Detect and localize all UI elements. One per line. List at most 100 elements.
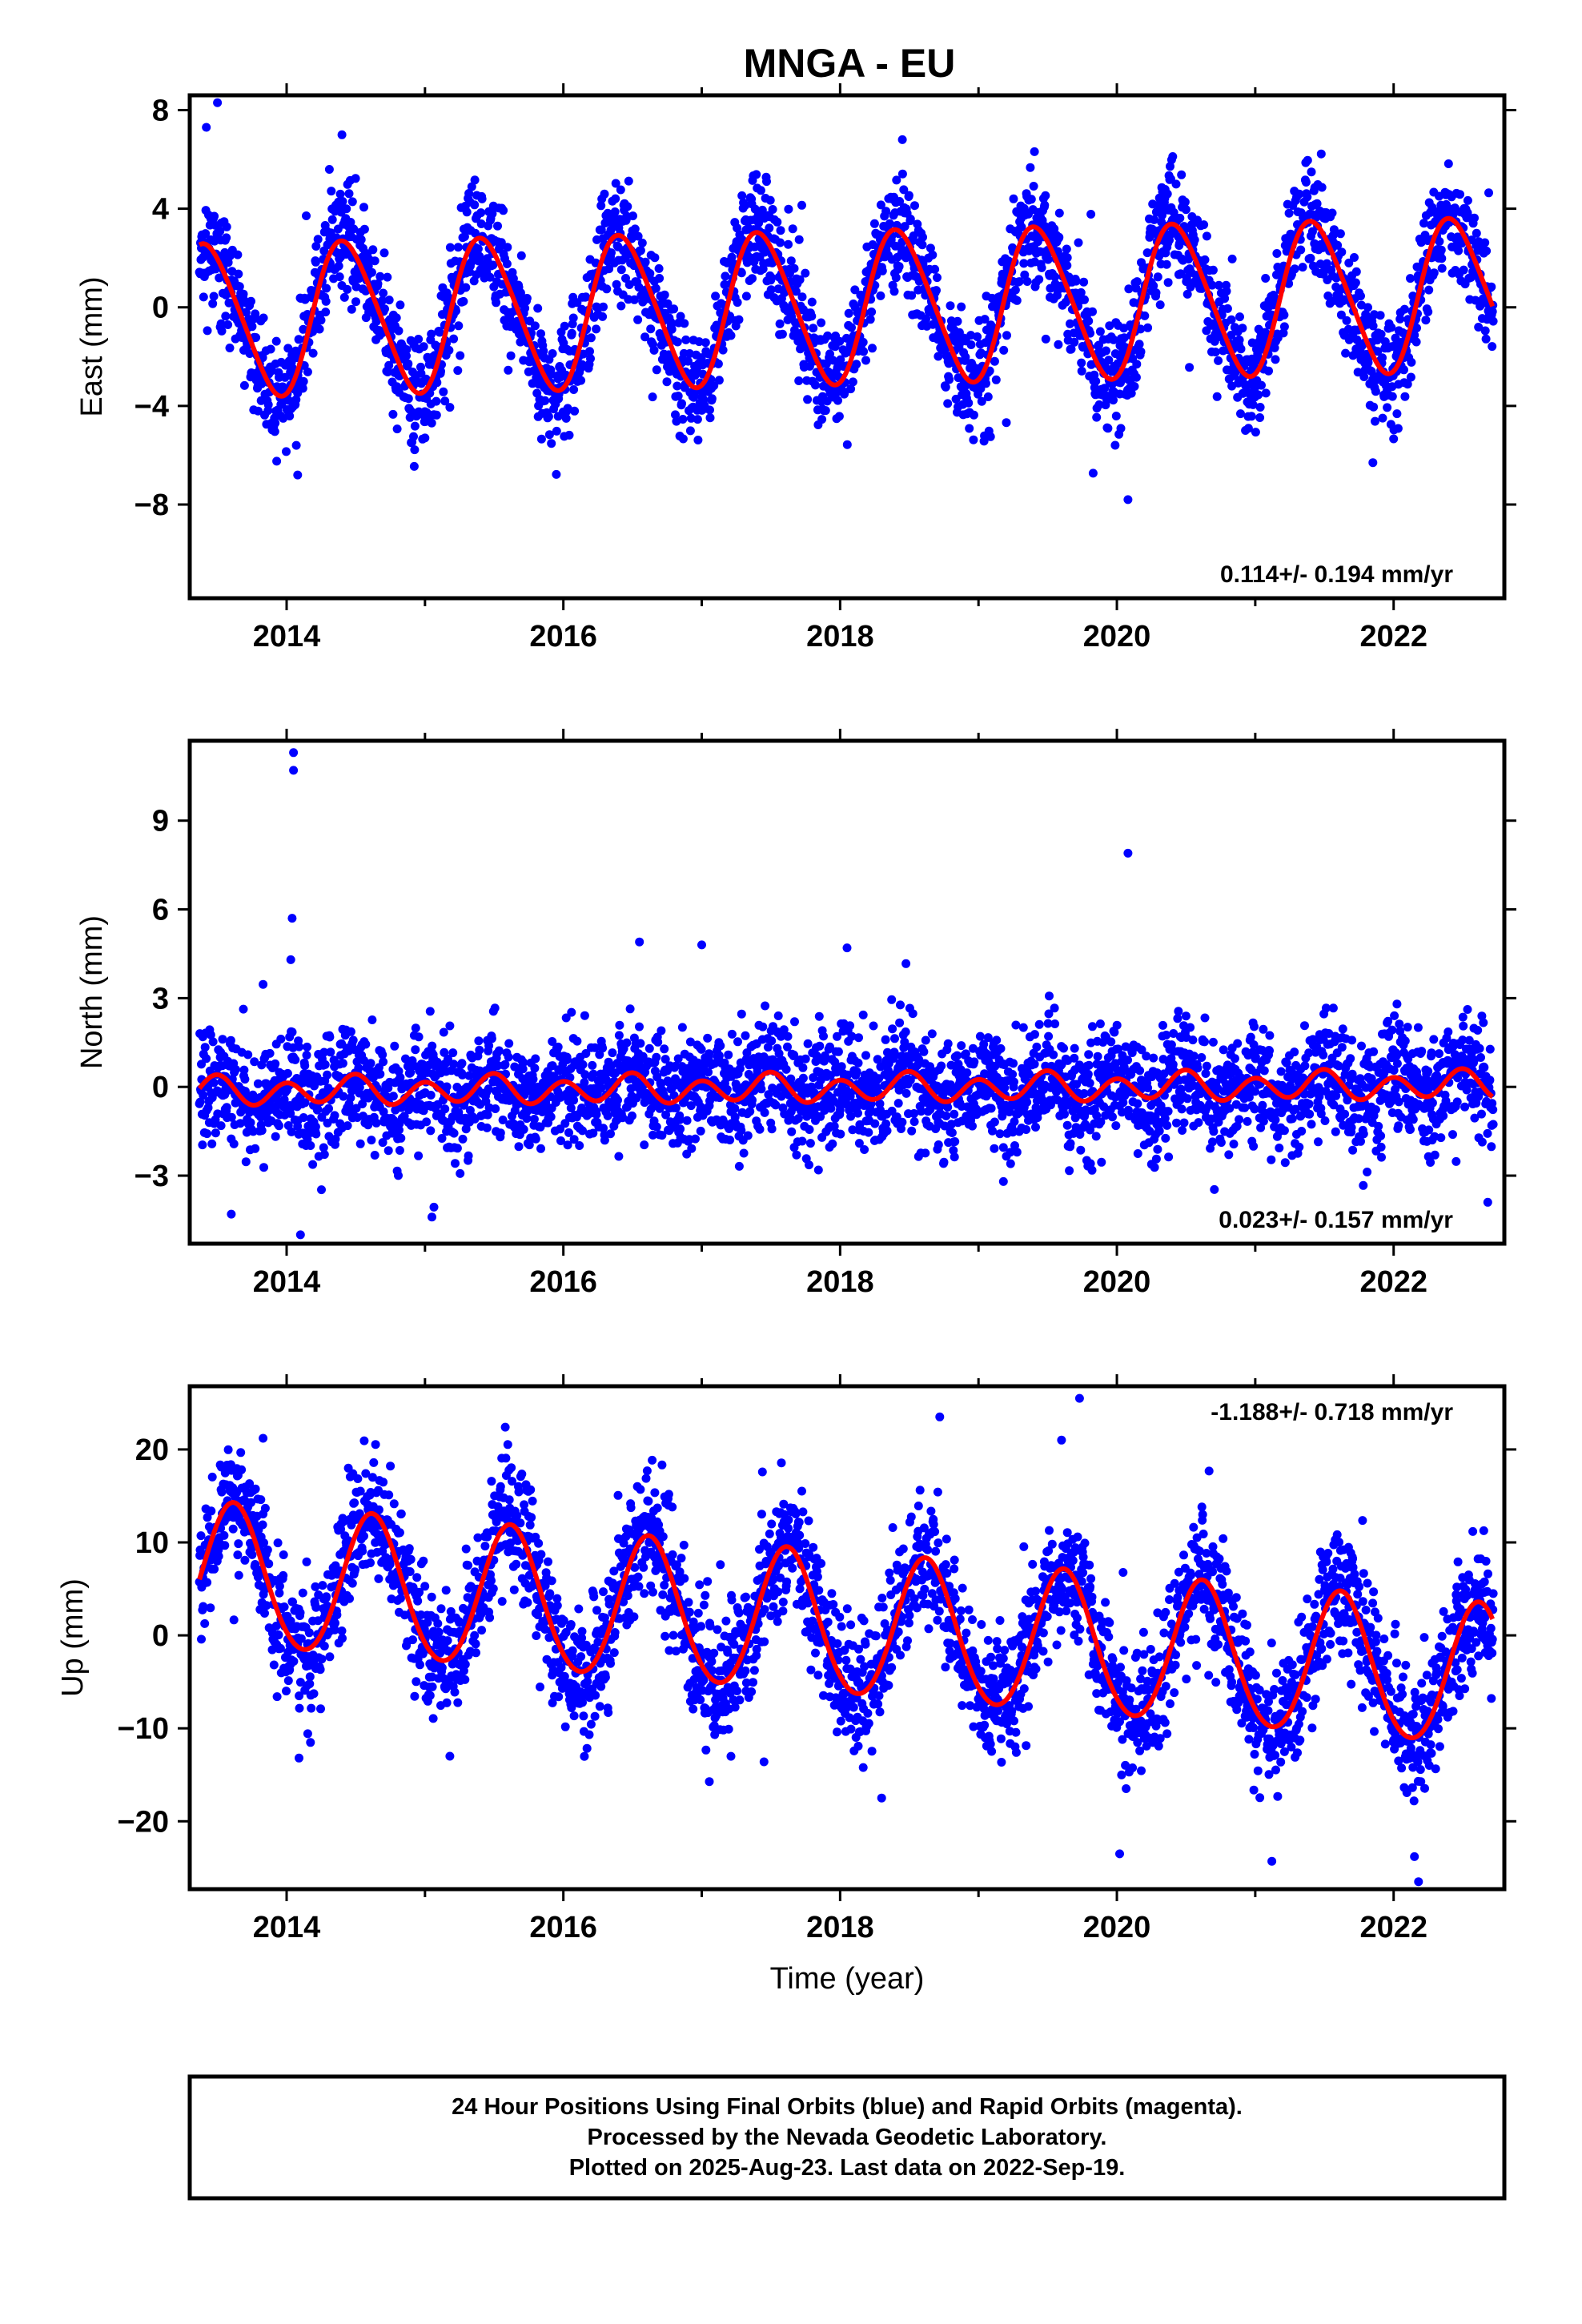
east-point [809, 324, 818, 333]
north-point [652, 1052, 661, 1062]
north-point [348, 1035, 358, 1045]
east-point [757, 205, 767, 215]
east-point [391, 313, 401, 323]
east-point [1050, 272, 1060, 282]
east-point [850, 285, 860, 295]
east-point [651, 283, 661, 293]
north-point [308, 1160, 318, 1169]
east-point [1400, 392, 1410, 401]
east-point [581, 292, 591, 302]
east-point [1463, 195, 1472, 205]
east-point [432, 396, 441, 406]
east-point [1030, 147, 1039, 156]
east-point [794, 235, 804, 244]
north-point [887, 995, 897, 1004]
east-point [427, 329, 436, 339]
east-point [604, 264, 614, 274]
east-point [1378, 353, 1387, 363]
north-point [939, 1157, 949, 1167]
east-point [795, 275, 805, 284]
east-point [1323, 292, 1333, 300]
east-point [245, 349, 255, 358]
east-point [946, 301, 955, 311]
east-point [1200, 255, 1210, 264]
east-point [684, 356, 693, 366]
east-point [585, 347, 594, 356]
east-point [709, 381, 719, 391]
east-point [1387, 392, 1397, 401]
north-point [975, 1031, 985, 1041]
east-point [285, 412, 295, 420]
east-point [965, 424, 974, 433]
east-point [671, 410, 680, 420]
east-point [544, 412, 553, 421]
east-point [917, 240, 927, 250]
east-point [1435, 237, 1444, 246]
east-point [208, 299, 218, 308]
east-point [476, 208, 486, 218]
east-point [1481, 334, 1491, 344]
east-point [223, 320, 233, 329]
east-point [1142, 248, 1152, 258]
east-point [561, 413, 571, 423]
north-point [676, 1124, 685, 1134]
north-point [283, 1068, 292, 1078]
east-outlier-point [293, 470, 303, 480]
east-outlier-point [1123, 495, 1133, 505]
north-point [745, 1107, 755, 1116]
north-point [375, 1069, 385, 1079]
east-point [1254, 390, 1263, 400]
east-point [445, 403, 455, 412]
east-point [876, 200, 885, 210]
north-point [805, 1139, 815, 1148]
east-point [844, 308, 853, 318]
north-point [422, 1117, 432, 1127]
east-point [861, 356, 870, 365]
east-point [951, 394, 961, 404]
east-point [1443, 159, 1453, 168]
north-point [529, 1115, 539, 1124]
east-point [1296, 245, 1306, 255]
east-point [388, 409, 398, 419]
north-point [366, 1059, 375, 1068]
east-point [367, 267, 376, 277]
east-point [1077, 366, 1086, 376]
east-point [522, 294, 532, 303]
north-point [748, 1096, 757, 1105]
east-point [1111, 412, 1121, 420]
north-point [798, 1073, 808, 1083]
north-point [957, 1041, 966, 1051]
north-point [553, 1042, 563, 1051]
east-point [934, 352, 943, 361]
north-point [992, 1035, 1002, 1045]
north-point [239, 1065, 249, 1075]
east-point [552, 426, 561, 436]
east-point [895, 197, 905, 206]
east-point [662, 377, 672, 387]
east-point [576, 376, 586, 385]
east-point [892, 175, 901, 185]
east-point [986, 432, 995, 441]
east-point [694, 337, 704, 347]
east-point [1376, 329, 1386, 339]
north-point [628, 1111, 636, 1120]
north-point [970, 1057, 979, 1067]
north-point [320, 1059, 330, 1069]
east-point [1403, 380, 1412, 389]
east-point [247, 322, 257, 332]
east-point [1014, 277, 1024, 287]
east-point [964, 398, 974, 408]
north-point [882, 1126, 892, 1136]
north-point [383, 1146, 393, 1156]
east-point [456, 351, 465, 360]
east-point [999, 345, 1009, 355]
north-point [259, 979, 268, 989]
north-point [429, 1202, 439, 1212]
north-point [367, 1136, 376, 1145]
east-point [1424, 285, 1434, 295]
east-point [270, 427, 279, 436]
east-point [445, 243, 455, 252]
east-point [1177, 170, 1186, 179]
north-point [861, 1051, 870, 1060]
east-point [1371, 387, 1380, 396]
